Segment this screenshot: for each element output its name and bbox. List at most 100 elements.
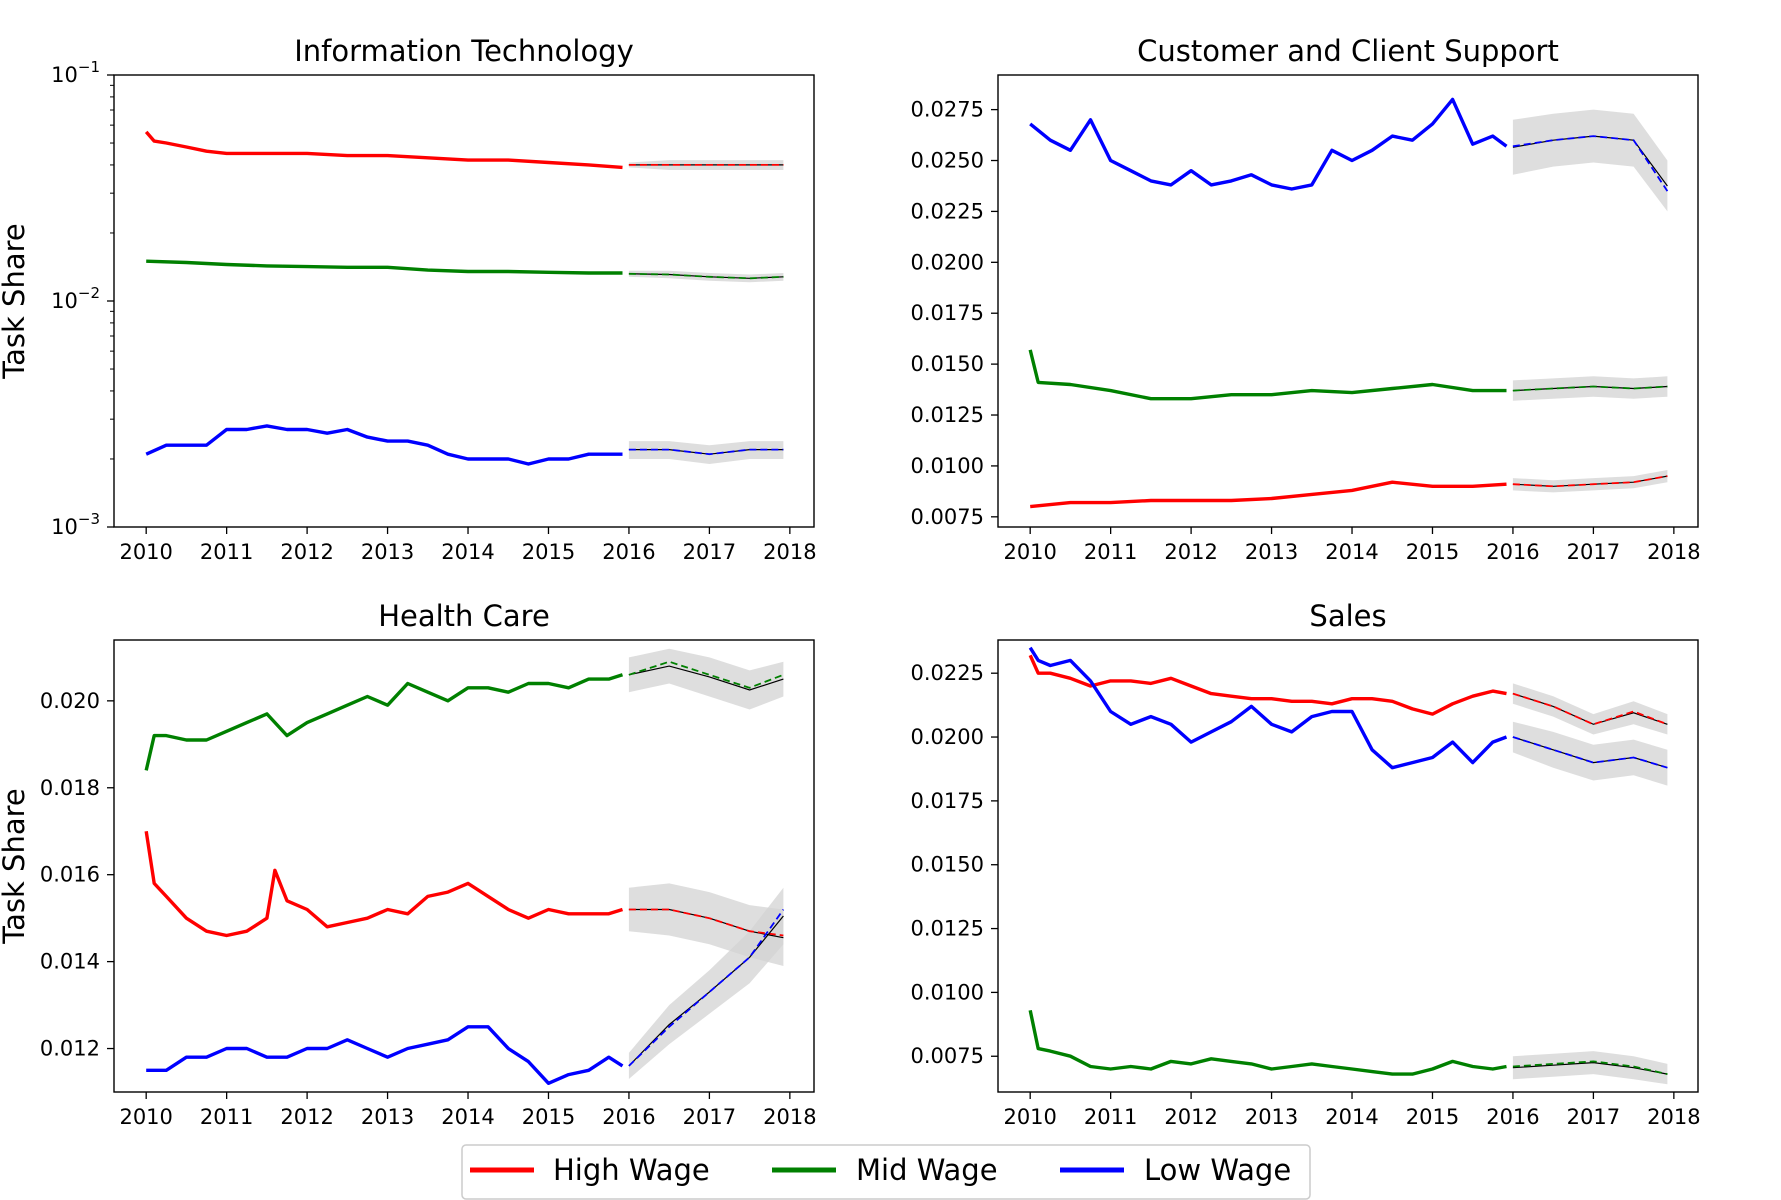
forecast-line-low — [1512, 135, 1669, 192]
y-tick-label: 0.0100 — [911, 454, 984, 478]
series-line-low — [1029, 97, 1508, 191]
panel-title: Customer and Client Support — [1137, 34, 1559, 68]
y-tick-label: 0.0125 — [911, 403, 984, 427]
x-tick-label: 2011 — [1084, 1105, 1137, 1129]
forecast-band-mid — [1512, 1051, 1668, 1085]
forecast-line-low — [628, 448, 784, 456]
x-tick-label: 2014 — [1325, 540, 1378, 564]
x-tick-label: 2013 — [361, 1105, 414, 1129]
x-tick-label: 2010 — [119, 1105, 172, 1129]
y-axis-label: Task Share — [0, 223, 31, 380]
x-tick-label: 2010 — [1003, 540, 1056, 564]
y-tick-base: 10 — [51, 289, 78, 313]
panel-health-care: Health Care Task Share 2010 2011 2012 2013 201… — [0, 599, 817, 1129]
y-tick-label: 0.0225 — [911, 661, 984, 685]
forecast-mean-mid — [628, 665, 784, 691]
legend-label-mid-wage: Mid Wage — [856, 1153, 998, 1187]
x-tick-label: 2015 — [522, 1105, 575, 1129]
forecast-band-low — [1512, 109, 1668, 212]
series-line-high — [144, 130, 623, 170]
y-tick-base: 10 — [51, 515, 78, 539]
x-tick-label: 2011 — [1084, 540, 1137, 564]
x-tick-label: 2016 — [1486, 540, 1539, 564]
plot-area — [144, 130, 784, 466]
forecast-line-high — [1512, 475, 1668, 488]
y-tick-label: 0.0175 — [911, 301, 984, 325]
x-tick-label: 2017 — [1567, 1105, 1620, 1129]
y-tick-label: 10−3 — [51, 510, 100, 539]
x-tick-label: 2017 — [683, 1105, 736, 1129]
forecast-band-low — [628, 887, 784, 1079]
y-tick-base: 10 — [51, 63, 78, 87]
y-tick-label: 0.0275 — [911, 98, 984, 122]
x-tick-label: 2013 — [361, 540, 414, 564]
forecast-line-mid — [628, 660, 784, 689]
x-tick-label: 2013 — [1245, 540, 1298, 564]
x-tick-label: 2012 — [280, 1105, 333, 1129]
y-axis-label: Task Share — [0, 788, 31, 945]
y-tick-label: 10−2 — [51, 284, 100, 313]
panel-information-technology: Information Technology Task Share 2010 2011… — [0, 34, 817, 564]
x-tick-label: 2014 — [1325, 1105, 1378, 1129]
series-line-mid — [144, 673, 624, 771]
panel-sales: Sales 2010 2011 2012 2013 2014 2015 2016 2017 201… — [911, 599, 1701, 1129]
x-tick-label: 2011 — [200, 1105, 253, 1129]
x-tick-label: 2016 — [1486, 1105, 1539, 1129]
x-tick-label: 2016 — [602, 1105, 655, 1129]
y-tick-label: 0.020 — [40, 689, 100, 713]
panel-title: Information Technology — [294, 34, 634, 68]
legend-label-high-wage: High Wage — [553, 1153, 710, 1187]
x-tick-label: 2012 — [1164, 540, 1217, 564]
x-tick-label: 2015 — [1406, 540, 1459, 564]
forecast-band-mid — [628, 648, 784, 710]
forecast-line-high — [1512, 692, 1668, 726]
forecast-mean-low — [628, 915, 784, 1067]
x-tick-label: 2013 — [1245, 1105, 1298, 1129]
legend-label-low-wage: Low Wage — [1144, 1153, 1291, 1187]
y-tick-label: 0.0150 — [911, 352, 984, 376]
y-tick-label: 0.014 — [40, 950, 100, 974]
x-tick-label: 2015 — [1406, 1105, 1459, 1129]
series-line-high — [1030, 480, 1507, 509]
x-tick-label: 2011 — [200, 540, 253, 564]
x-tick-label: 2014 — [441, 540, 494, 564]
series-line-high — [1028, 654, 1507, 716]
x-tick-label: 2017 — [683, 540, 736, 564]
x-tick-label: 2018 — [1647, 540, 1700, 564]
y-tick-label: 0.0200 — [911, 725, 984, 749]
panel-title: Health Care — [378, 599, 550, 633]
legend-frame — [461, 1144, 1311, 1200]
forecast-band-low — [628, 441, 784, 464]
y-tick-label: 0.0075 — [911, 505, 984, 529]
y-tick-label: 0.0200 — [911, 250, 984, 274]
series-line-high — [144, 830, 624, 938]
axes-frame — [997, 639, 1699, 1093]
x-tick-label: 2018 — [1647, 1105, 1700, 1129]
x-tick-label: 2010 — [1003, 1105, 1056, 1129]
x-tick-label: 2014 — [441, 1105, 494, 1129]
plot-area — [144, 648, 785, 1085]
y-tick-exponent: −1 — [78, 58, 100, 76]
x-tick-label: 2018 — [763, 540, 816, 564]
forecast-line-mid — [628, 272, 784, 280]
y-tick-label: 0.0100 — [911, 980, 984, 1004]
panels: Information Technology Task Share 2010 2011… — [0, 34, 1701, 1129]
forecast-band-mid — [1512, 376, 1668, 401]
panel-title: Sales — [1309, 599, 1386, 633]
y-tick-label: 0.016 — [40, 863, 100, 887]
plot-area — [1028, 97, 1669, 509]
forecast-band-high — [1512, 683, 1668, 735]
forecast-line-low — [628, 908, 785, 1067]
forecast-band-low — [1512, 721, 1668, 786]
x-tick-label: 2012 — [1164, 1105, 1217, 1129]
forecast-line-high — [628, 908, 784, 937]
x-tick-label: 2015 — [522, 540, 575, 564]
y-tick-label: 0.012 — [40, 1037, 100, 1061]
forecast-line-low — [1512, 736, 1668, 769]
x-tick-label: 2017 — [1567, 540, 1620, 564]
series-line-mid — [1028, 349, 1507, 401]
series-line-low — [145, 424, 623, 466]
legend: High Wage Mid Wage Low Wage — [461, 1144, 1311, 1200]
x-tick-label: 2018 — [763, 1105, 816, 1129]
